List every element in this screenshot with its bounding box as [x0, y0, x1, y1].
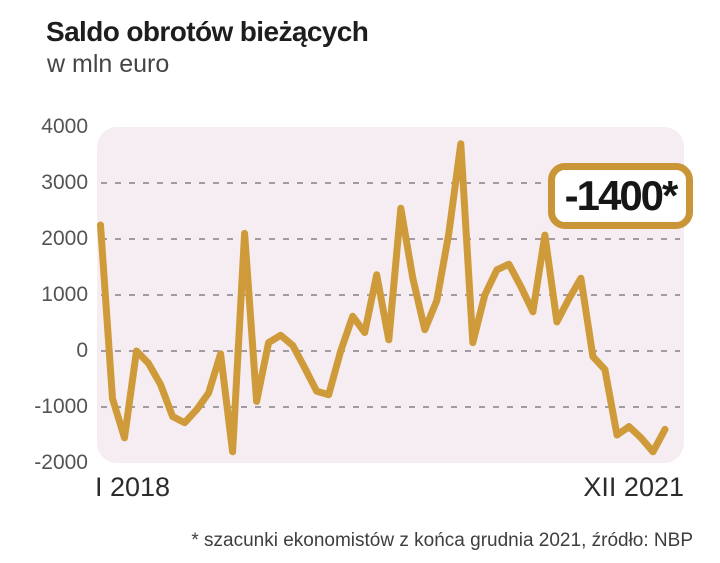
- y-tick-label: 1000: [41, 283, 88, 306]
- y-tick-label: 0: [76, 339, 88, 362]
- y-tick-label: 2000: [41, 227, 88, 250]
- y-tick-label: 3000: [41, 171, 88, 194]
- chart-title: Saldo obrotów bieżących: [46, 16, 369, 47]
- x-axis-label-end: XII 2021: [583, 472, 684, 502]
- chart-subtitle: w mln euro: [47, 50, 170, 78]
- footnote: * szacunki ekonomistów z końca grudnia 2…: [191, 530, 693, 551]
- y-tick-label: -2000: [34, 451, 88, 474]
- y-tick-label: -1000: [34, 395, 88, 418]
- y-axis: 4000 3000 2000 1000 0 -1000 -2000: [0, 0, 88, 563]
- annotation-callout: -1400*: [548, 163, 693, 229]
- y-tick-label: 4000: [41, 115, 88, 138]
- x-axis-label-start: I 2018: [95, 472, 171, 502]
- plot-area: [97, 127, 684, 463]
- data-line: [97, 140, 669, 456]
